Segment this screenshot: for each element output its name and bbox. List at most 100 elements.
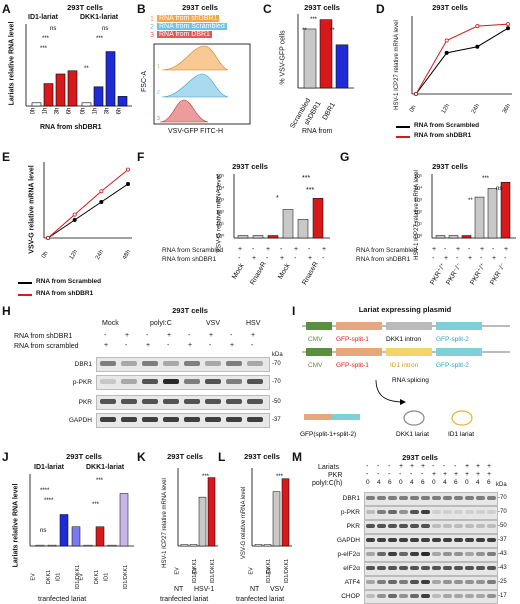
panel-h-band-1-7 <box>226 361 242 366</box>
panel-m-band-7-9 <box>454 580 463 584</box>
panel-b-legend-3: RNA from DBR1 <box>157 31 212 38</box>
panel-m-band-6-9 <box>454 566 463 570</box>
panel-d-title: 293T cells <box>432 3 468 12</box>
panel-b-hist-num-3: 3 <box>157 116 160 122</box>
panel-m-band-7-2 <box>377 580 386 584</box>
panel-m-band-1-10 <box>465 496 474 500</box>
panel-d-legend-line-1 <box>396 126 410 128</box>
panel-f-title: 293T cells <box>232 162 268 171</box>
panel-letter-d: D <box>376 2 385 16</box>
panel-a-sig-3: ns <box>50 26 56 32</box>
panel-m-band-4-5 <box>410 538 419 542</box>
panel-m-band-6-4 <box>399 566 408 570</box>
panel-a-sig-6: ** <box>84 66 89 72</box>
panel-m-band-1-12 <box>487 496 496 500</box>
panel-m-band-1-5 <box>410 496 419 500</box>
panel-m-lariat-9: - <box>454 463 457 470</box>
panel-b-legend-num-3: 3 <box>150 32 154 39</box>
panel-m-lariat-6: + <box>421 463 426 470</box>
panel-i-gfp1-2 <box>336 348 382 356</box>
panel-b-frame <box>153 43 251 125</box>
panel-h-band-2-1 <box>100 379 116 384</box>
panel-letter-j: J <box>2 450 9 464</box>
panel-m-kda-2: -70 <box>498 509 507 515</box>
panel-g-ytick-1: 10⁰ <box>414 234 423 240</box>
panel-e-xtick-3: 24h <box>95 249 106 261</box>
panel-m-row-1: Lariats <box>318 464 340 471</box>
panel-i-product-2: DKK1 lariat <box>396 431 429 438</box>
panel-g-bar-1 <box>435 235 446 239</box>
panel-m-pkr-5: - <box>410 471 413 478</box>
panel-m-band-3-9 <box>454 524 463 528</box>
panel-f-ytick-5: 10⁴ <box>216 186 225 192</box>
panel-m-lariat-2: - <box>377 463 380 470</box>
panel-m-band-2-8 <box>443 510 452 514</box>
panel-k-xtick-3: EV <box>192 567 199 575</box>
panel-f-chart: * *** *** <box>233 174 330 239</box>
panel-a-bar-3 <box>55 73 66 107</box>
panel-letter-l: L <box>218 450 226 464</box>
panel-g-bar-2 <box>448 235 459 239</box>
panel-m-band-2-9 <box>454 510 463 514</box>
panel-g-sign-row2-2: + <box>444 255 449 262</box>
panel-h-band-3-6 <box>205 399 221 404</box>
panel-m-band-8-2 <box>377 594 386 598</box>
panel-m-band-2-7 <box>432 510 441 514</box>
panel-e-legend-line-2 <box>18 294 32 296</box>
panel-m-band-2-1 <box>366 510 375 514</box>
panel-h-band-2-3 <box>142 379 158 384</box>
panel-m-band-7-6 <box>421 580 430 584</box>
panel-f-group-2: RnaseR <box>249 260 269 287</box>
panel-k-xlabel: tranfected lariat <box>160 596 209 603</box>
panel-m-blot-label-1: DBR1 <box>342 495 360 502</box>
panel-a-bar-2 <box>43 83 54 107</box>
panel-k-bar-2 <box>189 544 198 547</box>
panel-m-band-5-6 <box>421 552 430 556</box>
panel-g-sign-row2-6: + <box>492 255 497 262</box>
panel-a-bar-5 <box>81 102 92 107</box>
panel-j-bar-8 <box>119 493 129 547</box>
panel-m-band-1-6 <box>421 496 430 500</box>
panel-j-bar-7 <box>107 544 117 547</box>
panel-h-band-2-7 <box>226 379 242 384</box>
panel-a-group-1: ID1-lariat <box>28 14 58 21</box>
panel-f-ytick-1: 10⁰ <box>216 234 225 240</box>
panel-c-bar-1 <box>303 28 317 89</box>
panel-m-kda-3: -50 <box>498 523 507 529</box>
panel-c-ylabel: % VSV-GFP cells <box>279 30 287 85</box>
panel-m-kda-1: -70 <box>498 495 507 501</box>
panel-f-sign-row1-6: - <box>308 246 311 253</box>
panel-m-lariat-3: - <box>388 463 391 470</box>
panel-m-band-8-9 <box>454 594 463 598</box>
panel-m-band-6-7 <box>432 566 441 570</box>
panel-letter-m: M <box>292 450 302 464</box>
panel-h-sign-top-7: - <box>230 332 233 339</box>
panel-m-pkr-12: + <box>487 471 492 478</box>
panel-i-id1-lariat-shape <box>451 410 473 426</box>
panel-m-band-7-5 <box>410 580 419 584</box>
panel-f-sign-row2-3: - <box>266 255 269 262</box>
panel-h-blot-label-4: GAPDH <box>68 417 92 424</box>
panel-c-bar-2 <box>319 19 333 89</box>
panel-m-polyic-11: 4 <box>476 479 480 486</box>
panel-j-xtick-2: DKK1 <box>46 569 53 585</box>
panel-h-group-1: Mock <box>102 320 119 327</box>
panel-m-band-6-8 <box>443 566 452 570</box>
panel-j-xtick-7: ID1 <box>103 572 110 582</box>
panel-d-ylabel: HSV-1 ICP27 relative mRNA level <box>393 20 400 110</box>
panel-k-xtick-4: ID1/DKK1 <box>210 558 217 584</box>
panel-m-pkr-8: + <box>443 471 448 478</box>
panel-e-point-2-3 <box>99 189 104 194</box>
panel-i-intron-label-2: ID1 intron <box>390 362 419 369</box>
panel-m-band-4-7 <box>432 538 441 542</box>
panel-m-band-3-2 <box>377 524 386 528</box>
panel-m-band-2-6 <box>421 510 430 514</box>
panel-g-ytick-6: 10⁵ <box>414 174 423 180</box>
panel-c-bar-3 <box>335 44 349 89</box>
panel-e-legend-2: RNA from shDBR1 <box>36 290 94 297</box>
panel-i-arrowhead-1 <box>400 399 406 405</box>
panel-e-ylabel: VSV-G relative mRNA level <box>28 165 36 254</box>
panel-j-xtick-5: EV <box>78 573 85 581</box>
panel-f-sign-row2-4: + <box>280 255 285 262</box>
panel-h-blot-strip-3 <box>96 395 270 410</box>
